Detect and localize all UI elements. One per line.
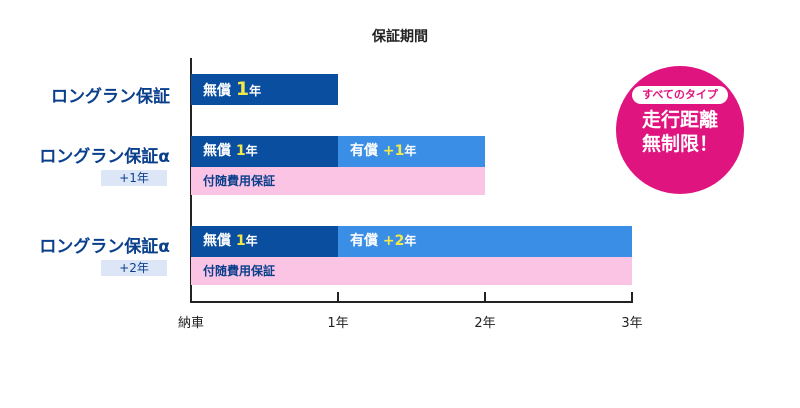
x-axis-line <box>190 301 633 303</box>
extra-coverage-segment: 付随費用保証 <box>191 167 485 195</box>
x-tick <box>484 292 486 302</box>
x-tick-label: 2年 <box>474 316 496 331</box>
free-value: 1 <box>235 78 250 100</box>
x-tick-label: 納車 <box>177 316 205 331</box>
x-tick <box>337 292 339 302</box>
extra-coverage-segment: 付随費用保証 <box>191 257 632 285</box>
free-unit: 年 <box>245 234 258 248</box>
paid-segment: 有償 +1年 <box>338 136 485 167</box>
x-tick <box>631 292 633 302</box>
callout-pill: すべてのタイプ <box>632 86 728 104</box>
free-unit: 年 <box>249 84 262 98</box>
free-value: 1 <box>235 143 246 159</box>
x-tick-label: 3年 <box>621 316 643 331</box>
paid-unit: 年 <box>404 234 417 248</box>
free-label: 無償 <box>203 233 231 249</box>
chart-title: 保証期間 <box>372 29 428 45</box>
free-label: 無償 <box>203 143 231 159</box>
row-label: ロングラン保証α <box>39 237 170 257</box>
x-tick-label: 1年 <box>327 316 349 331</box>
free-segment: 無償 1年 <box>191 136 338 167</box>
free-segment: 無償 1年 <box>191 74 338 105</box>
row-label: ロングラン保証α <box>39 147 170 167</box>
free-label: 無償 <box>203 83 231 99</box>
paid-segment: 有償 +2年 <box>338 226 632 257</box>
paid-label: 有償 <box>350 233 378 249</box>
callout-line1: 走行距離 <box>641 109 718 131</box>
paid-unit: 年 <box>404 144 417 158</box>
mileage-callout: すべてのタイプ 走行距離 無制限！ <box>616 66 744 194</box>
row-badge: +1年 <box>101 170 167 186</box>
free-segment: 無償 1年 <box>191 226 338 257</box>
paid-label: 有償 <box>350 143 378 159</box>
row-label: ロングラン保証 <box>51 87 170 107</box>
callout-line2: 無制限！ <box>641 133 718 155</box>
paid-value: +2 <box>382 233 405 249</box>
row-badge: +2年 <box>101 260 167 276</box>
free-value: 1 <box>235 233 246 249</box>
paid-value: +1 <box>382 143 405 159</box>
free-unit: 年 <box>245 144 258 158</box>
